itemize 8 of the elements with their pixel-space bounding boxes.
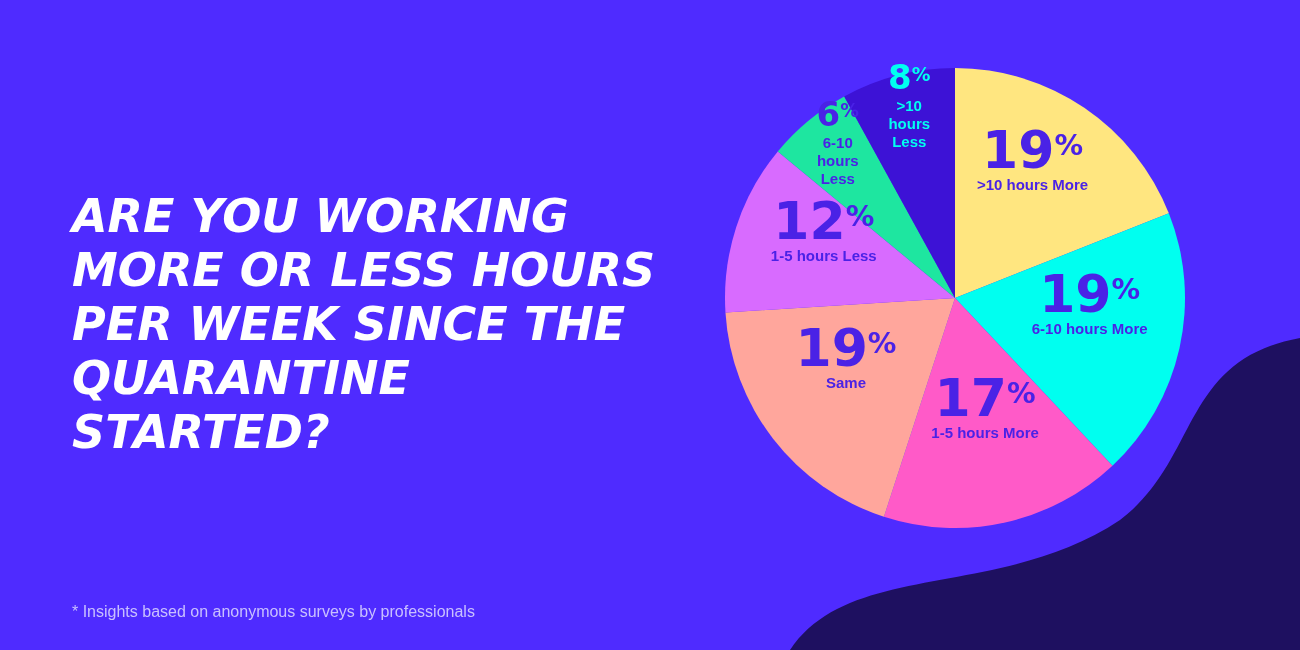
pie-slice xyxy=(725,151,955,313)
data-label: 8% xyxy=(888,57,931,98)
text: * Insights based on anonymous surveys by professionals xyxy=(72,603,475,620)
slice-label: 6-10 hours Less xyxy=(816,133,859,187)
slice-label: 1-5 hours Less xyxy=(770,247,877,265)
text: ARE YOU WORKING MORE OR LESS HOURS PER WEEK SINCE THE QUARANTINE STARTED? xyxy=(69,189,656,459)
slice-label: 1-5 hours More xyxy=(931,424,1039,442)
slice-label: >10 hours Less xyxy=(888,97,931,151)
